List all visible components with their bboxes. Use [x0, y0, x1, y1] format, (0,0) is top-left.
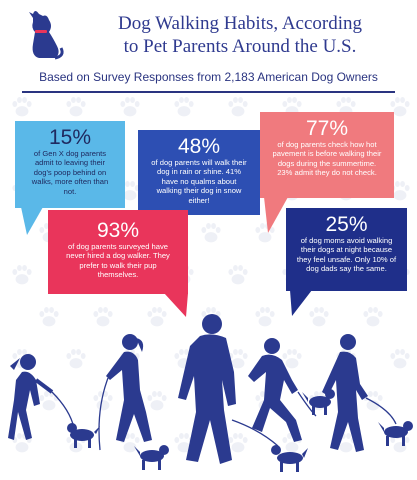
paw-print-icon: [255, 222, 275, 243]
paw-print-icon: [390, 348, 410, 369]
stat-percent: 93%: [96, 219, 140, 242]
dog-silhouette-icon: [271, 445, 308, 472]
paw-print-icon: [390, 96, 410, 117]
stat-percent: 77%: [305, 117, 349, 140]
walker-silhouette-icon: [8, 354, 75, 440]
stat-text: of dog parents will walk their dog in ra…: [151, 158, 247, 205]
bubble-tail: [164, 293, 188, 317]
page-title: Dog Walking Habits, According to Pet Par…: [70, 12, 410, 58]
paw-print-icon: [12, 96, 32, 117]
divider: [22, 91, 395, 93]
paw-print-icon: [147, 390, 167, 411]
paw-print-icon: [120, 96, 140, 117]
stat-text: of dog moms avoid walking their dogs at …: [296, 236, 397, 274]
paw-print-icon: [93, 306, 113, 327]
bubble-tail: [264, 197, 288, 233]
walker-silhouette-icon: [178, 314, 236, 464]
paw-print-icon: [93, 390, 113, 411]
paw-print-icon: [228, 96, 248, 117]
stat-text: of dog parents check how hot pavement is…: [272, 140, 382, 178]
dog-silhouette-icon: [302, 389, 335, 415]
paw-print-icon: [12, 264, 32, 285]
paw-print-icon: [39, 390, 59, 411]
page-subtitle: Based on Survey Responses from 2,183 Ame…: [39, 70, 378, 84]
title-line-1: Dog Walking Habits, According: [117, 13, 363, 34]
paw-print-icon: [66, 96, 86, 117]
dog-silhouette-icon: [67, 423, 100, 448]
stat-bubble-night-walks: 25% of dog moms avoid walking their dogs…: [286, 208, 407, 316]
paw-print-icon: [363, 306, 383, 327]
paw-print-icon: [228, 348, 248, 369]
paw-print-icon: [201, 222, 221, 243]
paw-print-icon: [120, 432, 140, 453]
dog-silhouette-icon: [134, 445, 169, 470]
stat-bubble-no-dog-walker: 93% of dog parents surveyed have never h…: [48, 210, 188, 317]
walker-silhouette-icon: [98, 334, 152, 451]
bubble-tail: [290, 290, 312, 316]
paw-print-icon: [228, 264, 248, 285]
paw-print-icon: [282, 348, 302, 369]
stat-bubble-gen-x-poop: 15% of Gen X dog parents admit to leavin…: [15, 121, 125, 235]
dog-silhouette-icon: [378, 421, 413, 446]
stat-bubble-rain-or-shine: 48% of dog parents will walk their dog i…: [138, 130, 260, 238]
walker-silhouette-icon: [322, 334, 397, 452]
paw-print-icon: [309, 306, 329, 327]
walker-silhouette-icon: [248, 338, 317, 442]
dog-logo-icon: [25, 8, 65, 64]
paw-print-icon: [66, 348, 86, 369]
bubble-tail: [21, 207, 43, 235]
stat-percent: 48%: [177, 135, 221, 158]
paw-print-icon: [147, 306, 167, 327]
paw-print-icon: [228, 432, 248, 453]
paw-print-icon: [39, 306, 59, 327]
title-line-2: to Pet Parents Around the U.S.: [123, 36, 357, 57]
dog-walkers-illustration: [8, 314, 413, 472]
paw-print-icon: [174, 96, 194, 117]
paw-print-icon: [255, 306, 275, 327]
stat-bubble-hot-pavement: 77% of dog parents check how hot pavemen…: [260, 112, 394, 233]
paw-print-icon: [363, 390, 383, 411]
stat-text: of Gen X dog parents admit to leaving th…: [31, 149, 109, 196]
stat-text: of dog parents surveyed have never hired…: [66, 242, 170, 280]
stat-percent: 15%: [48, 126, 92, 149]
stat-percent: 25%: [325, 213, 368, 236]
